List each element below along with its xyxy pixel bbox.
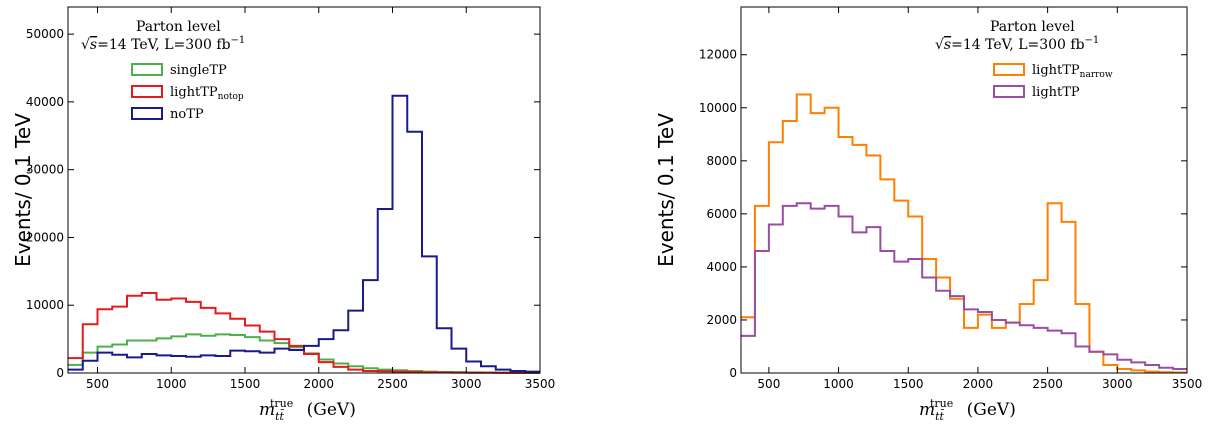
x-tick-label: 2500 — [1032, 377, 1063, 391]
legend: singleTP lightTPnotop noTP — [131, 63, 244, 122]
x-tick-label: 2000 — [303, 377, 334, 391]
y-axis-label: Events/ 0.1 TeV — [11, 113, 35, 267]
x-tick-label: 500 — [86, 377, 109, 391]
y-tick-label: 10000 — [26, 298, 64, 312]
x-tick-label: 3500 — [1172, 377, 1203, 391]
legend-swatch — [131, 85, 163, 98]
x-tick-label: 1500 — [893, 377, 924, 391]
legend-label: singleTP — [170, 63, 227, 78]
annotation-line-1: Parton level — [990, 19, 1075, 35]
legend-label: lightTPnarrow — [1032, 63, 1113, 80]
annotation-line-1: Parton level — [136, 19, 221, 35]
series-line-lightTP — [741, 202, 1187, 371]
legend-label: lightTP — [1032, 85, 1080, 100]
y-tick-label: 0 — [729, 366, 737, 380]
legend-swatch — [993, 63, 1025, 76]
legend-swatch — [993, 85, 1025, 98]
annotation: Parton level√s=14 TeV, L=300 fb−1 — [935, 19, 1099, 53]
chart-panel-2: 500 1000 1500 2000 2500 3000 3500 0 2000 4000 6000… — [654, 6, 1203, 423]
legend-label: noTP — [170, 107, 204, 122]
legend-swatch — [131, 107, 163, 120]
plot-frame — [67, 6, 541, 374]
y-tick-label: 4000 — [706, 260, 737, 274]
x-tick-label: 3500 — [525, 377, 556, 391]
y-tick-label: 12000 — [699, 48, 737, 62]
chart-panel-1: 500 1000 1500 2000 2500 3000 3500 0 10000 20000 30… — [11, 6, 556, 423]
x-tick-label: 2000 — [963, 377, 994, 391]
y-tick-label: 6000 — [706, 207, 737, 221]
y-tick-label: 20000 — [26, 230, 64, 244]
y-tick-label: 10000 — [699, 101, 737, 115]
legend-swatch — [131, 63, 163, 76]
series-line-noTP — [68, 94, 540, 373]
x-tick-label: 2500 — [377, 377, 408, 391]
x-tick-label: 3000 — [451, 377, 482, 391]
annotation-line-2: √s=14 TeV, L=300 fb−1 — [935, 35, 1099, 53]
x-tick-label: 1500 — [230, 377, 261, 391]
x-axis-label: mtt̄true (GeV) — [919, 397, 1016, 423]
x-axis-label: mtt̄true (GeV) — [259, 397, 356, 423]
plot-frame — [740, 6, 1188, 374]
y-tick-label: 30000 — [26, 163, 64, 177]
y-tick-label: 0 — [56, 366, 64, 380]
y-tick-label: 2000 — [706, 313, 737, 327]
y-tick-label: 8000 — [706, 154, 737, 168]
y-tick-label: 40000 — [26, 95, 64, 109]
x-tick-label: 500 — [757, 377, 780, 391]
series-line-lightTP-narrow — [741, 93, 1187, 374]
y-axis-label: Events/ 0.1 TeV — [654, 113, 678, 267]
annotation: Parton level√s=14 TeV, L=300 fb−1 — [81, 19, 245, 53]
legend: lightTPnarrow lightTP — [993, 63, 1113, 100]
annotation-line-2: √s=14 TeV, L=300 fb−1 — [81, 35, 245, 53]
y-tick-label: 50000 — [26, 27, 64, 41]
x-tick-label: 3000 — [1102, 377, 1133, 391]
x-tick-label: 1000 — [823, 377, 854, 391]
x-tick-label: 1000 — [156, 377, 187, 391]
legend-label: lightTPnotop — [170, 85, 244, 102]
